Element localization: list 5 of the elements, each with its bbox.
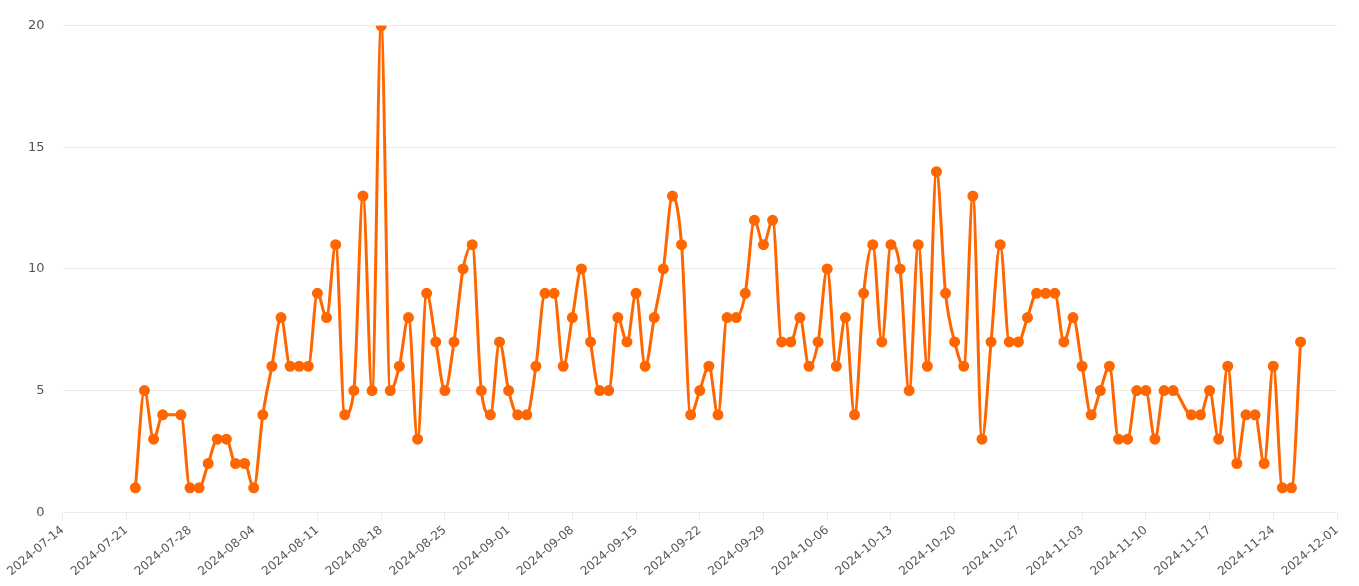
y-tick-label: 15	[28, 138, 45, 154]
y-tick-label: 10	[28, 260, 45, 276]
y-tick-label: 5	[36, 381, 45, 397]
y-tick-label: 0	[36, 503, 45, 519]
y-tick-label: 20	[28, 17, 45, 33]
